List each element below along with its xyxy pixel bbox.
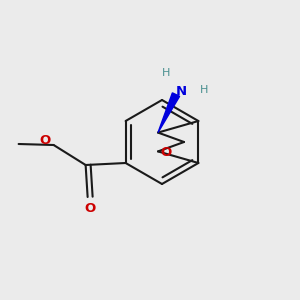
Text: H: H [200, 85, 208, 94]
Text: O: O [160, 146, 172, 159]
Text: H: H [162, 68, 170, 78]
Polygon shape [158, 93, 180, 133]
Text: O: O [39, 134, 50, 148]
Text: O: O [84, 202, 95, 214]
Text: N: N [176, 85, 187, 98]
